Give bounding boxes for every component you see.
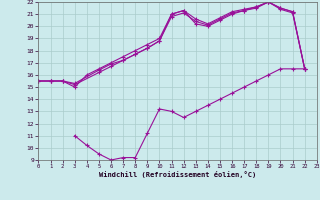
X-axis label: Windchill (Refroidissement éolien,°C): Windchill (Refroidissement éolien,°C) <box>99 171 256 178</box>
